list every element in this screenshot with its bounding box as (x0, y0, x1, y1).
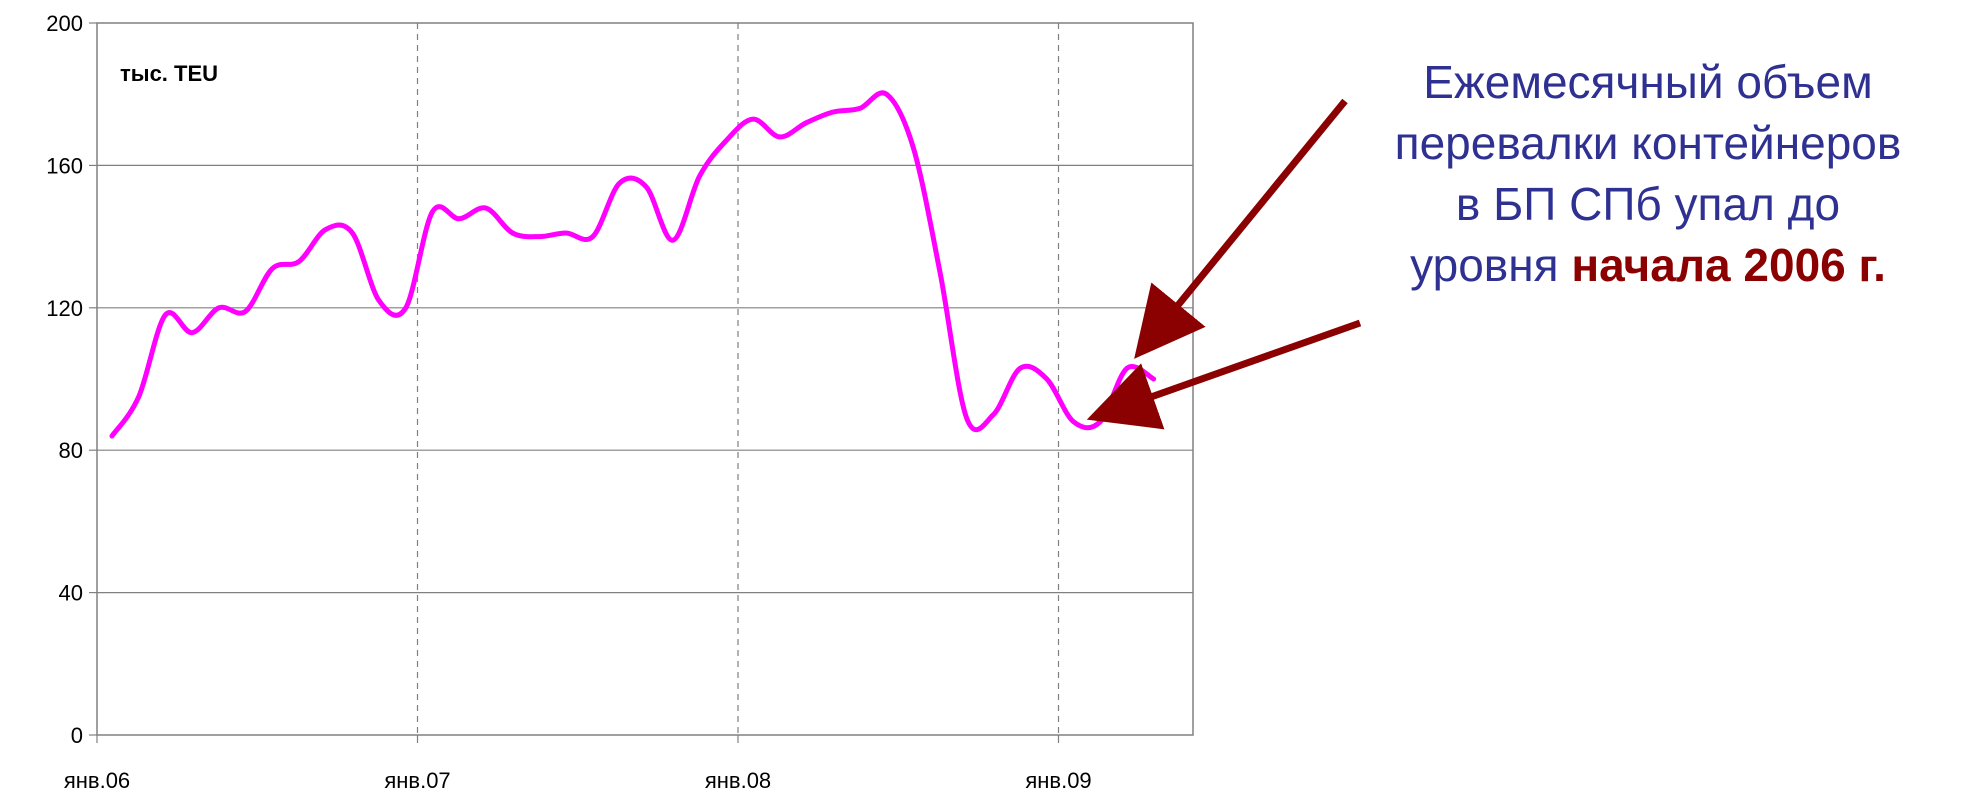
x-tick-label: янв.07 (384, 768, 450, 793)
series-point (405, 307, 407, 309)
annotation-line-2: перевалки контейнеров (1394, 117, 1902, 169)
series-point (966, 417, 968, 419)
y-tick-label: 160 (46, 153, 83, 178)
series-point (191, 332, 193, 334)
series-point (1099, 421, 1101, 423)
series-point (538, 236, 540, 238)
series-layer (109, 90, 1157, 439)
series-point (512, 232, 514, 234)
unit-label: тыс. TEU (120, 61, 218, 86)
x-tick-label: янв.08 (705, 768, 771, 793)
x-tick-label: янв.09 (1025, 768, 1091, 793)
series-point (351, 232, 353, 234)
y-tick-label: 120 (46, 296, 83, 321)
y-tick-label: 80 (59, 438, 83, 463)
series-point (805, 122, 807, 124)
series-point (992, 414, 994, 416)
series-point (912, 147, 914, 149)
series-point (1153, 378, 1155, 380)
series-point (779, 136, 781, 138)
series-point (618, 182, 620, 184)
annotation-line-4: уровня начала 2006 г. (1328, 235, 1968, 296)
annotation-highlight: начала 2006 г. (1571, 239, 1886, 291)
y-tick-label: 200 (46, 11, 83, 36)
series-point (458, 218, 460, 220)
series-point (111, 435, 113, 437)
annotation-line-4-prefix: уровня (1410, 239, 1572, 291)
series-point (378, 300, 380, 302)
series-point (1046, 378, 1048, 380)
series-point (1073, 421, 1074, 423)
series-point (298, 261, 300, 263)
x-tick-label: янв.06 (64, 768, 130, 793)
annotation-arrow-lower (1086, 319, 1362, 430)
series-point (939, 271, 941, 273)
series-point (1126, 367, 1128, 369)
annotation-arrow-upper (1134, 98, 1348, 359)
series-point (432, 211, 433, 213)
annotation-text: Ежемесячный объем перевалки контейнеров … (1328, 52, 1968, 296)
series-point (271, 268, 273, 270)
series-point (859, 107, 861, 109)
y-tick-label: 0 (71, 723, 83, 748)
series-point (832, 111, 834, 113)
series-point (164, 314, 166, 316)
series-point (645, 186, 647, 188)
x-axis: янв.06 янв.07 янв.08 янв.09 (64, 735, 1092, 793)
plot-area-border (96, 22, 1194, 736)
series-line (109, 90, 1157, 439)
series-point (1019, 367, 1021, 369)
series-point (886, 93, 888, 95)
series-point (725, 139, 727, 141)
series-point (485, 207, 487, 209)
series-point (218, 307, 220, 309)
series-point (672, 239, 674, 241)
series-point (592, 236, 594, 238)
series-point (699, 175, 701, 177)
grid-lines (97, 23, 1193, 735)
annotation-line-3: в БП СПб упал до (1455, 178, 1841, 230)
series-point (565, 232, 567, 234)
y-tick-label: 40 (59, 581, 83, 606)
series-point (138, 396, 140, 398)
annotation-line-1: Ежемесячный объем (1423, 56, 1873, 108)
series-point (752, 118, 754, 120)
series-point (325, 228, 327, 230)
series-point (245, 310, 247, 312)
y-axis: 0 40 80 120 160 200 (46, 11, 97, 748)
